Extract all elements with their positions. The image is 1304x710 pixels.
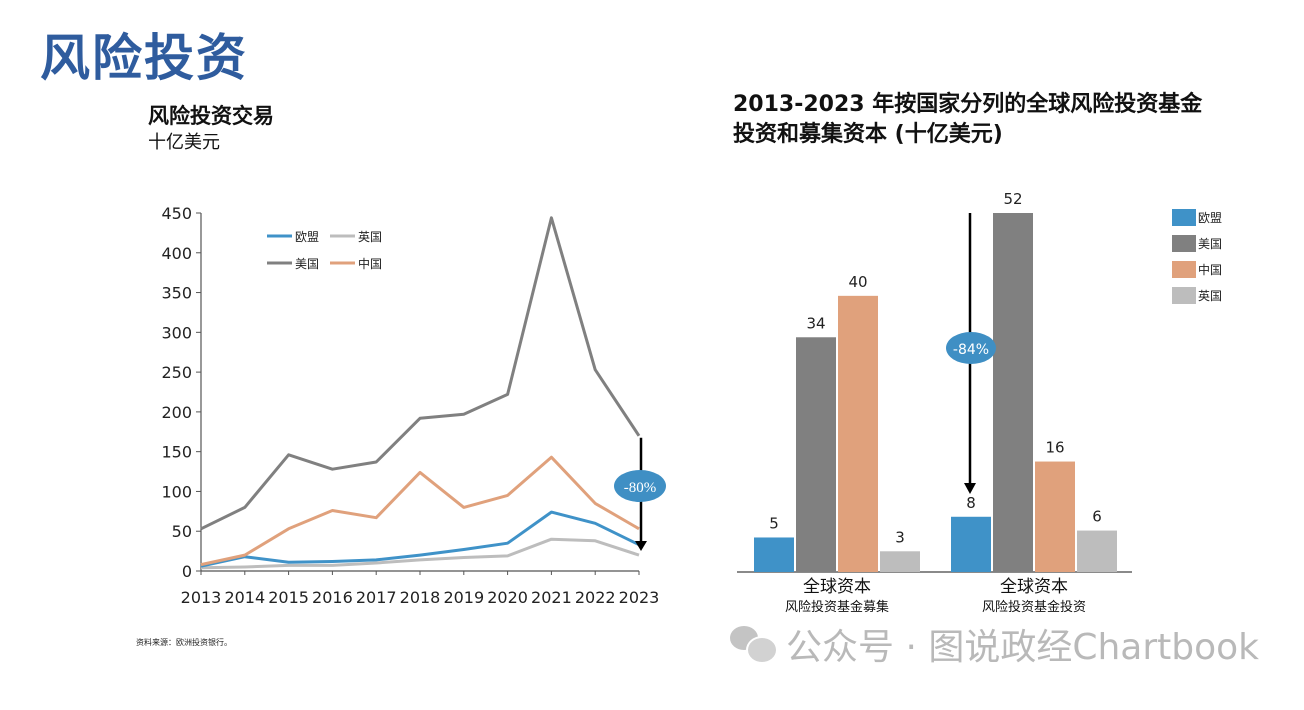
category-label: 全球资本 xyxy=(803,577,871,597)
x-tick-label: 2023 xyxy=(619,588,660,607)
legend-swatch xyxy=(1172,261,1196,278)
decline-badge-label: -84% xyxy=(953,342,989,358)
wechat-icon xyxy=(730,624,778,664)
line-chart-unit: 十亿美元 xyxy=(148,132,220,153)
category-sublabel: 风险投资基金募集 xyxy=(785,599,889,615)
y-tick-label: 300 xyxy=(161,323,192,342)
legend-swatch xyxy=(1172,287,1196,304)
bar-value-label: 40 xyxy=(848,273,867,291)
series-line-欧盟 xyxy=(200,510,640,568)
y-tick-label: 150 xyxy=(161,443,192,462)
x-tick-label: 2013 xyxy=(181,588,222,607)
legend-label: 美国 xyxy=(295,257,319,271)
y-tick-label: 200 xyxy=(161,403,192,422)
legend-label: 中国 xyxy=(1198,262,1222,277)
legend-label: 英国 xyxy=(1198,289,1222,303)
legend-label: 英国 xyxy=(358,230,382,244)
bar-欧盟 xyxy=(754,537,794,572)
legend-swatch xyxy=(1172,209,1196,226)
legend-label: 中国 xyxy=(358,256,382,271)
bar-value-label: 34 xyxy=(806,314,825,332)
y-tick-label: 350 xyxy=(161,284,192,303)
x-tick-label: 2016 xyxy=(312,588,353,607)
decline-badge xyxy=(946,332,996,364)
x-tick-label: 2015 xyxy=(268,588,309,607)
source-note: 资料来源：欧洲投资银行。 xyxy=(136,638,232,647)
x-tick-label: 2017 xyxy=(356,588,397,607)
decline-arrow-head xyxy=(964,483,976,494)
y-tick-label: 400 xyxy=(161,244,192,263)
bar-value-label: 6 xyxy=(1092,508,1102,526)
bar-chart-title: 2013-2023 年按国家分列的全球风险投资基金投资和募集资本 (十亿美元) xyxy=(733,92,1203,147)
legend-label: 欧盟 xyxy=(295,230,319,244)
series-line-美国 xyxy=(200,216,641,531)
decline-badge xyxy=(614,470,666,502)
series-line-中国 xyxy=(200,455,640,567)
decline-badge-label: -80% xyxy=(624,480,657,496)
category-label: 全球资本 xyxy=(1000,577,1068,597)
y-tick-label: 100 xyxy=(161,482,192,501)
bar-中国 xyxy=(838,295,878,572)
decline-arrow-head xyxy=(635,541,647,551)
series-line-英国 xyxy=(200,537,640,570)
legend-label: 美国 xyxy=(1198,237,1222,251)
legend-swatch xyxy=(1172,235,1196,252)
bar-英国 xyxy=(1077,530,1117,572)
watermark-text: 公众号 · 图说政经Chartbook xyxy=(786,627,1260,668)
x-tick-label: 2022 xyxy=(575,588,616,607)
legend-label: 欧盟 xyxy=(1198,211,1222,225)
y-tick-label: 50 xyxy=(172,522,192,541)
bar-value-label: 8 xyxy=(966,494,976,512)
y-tick-label: 250 xyxy=(161,363,192,382)
y-tick-label: 450 xyxy=(161,204,192,223)
bar-美国 xyxy=(796,337,836,572)
x-tick-label: 2021 xyxy=(531,588,572,607)
line-chart-title: 风险投资交易 xyxy=(148,104,274,128)
x-tick-label: 2018 xyxy=(400,588,441,607)
x-tick-label: 2020 xyxy=(487,588,528,607)
x-tick-label: 2019 xyxy=(443,588,484,607)
bar-美国 xyxy=(993,213,1033,572)
watermark: 公众号 · 图说政经Chartbook xyxy=(730,618,1259,670)
bar-中国 xyxy=(1035,461,1075,572)
bar-欧盟 xyxy=(951,516,991,572)
bar-value-label: 3 xyxy=(895,528,905,546)
bar-value-label: 16 xyxy=(1045,439,1064,457)
category-sublabel: 风险投资基金投资 xyxy=(982,599,1086,615)
bar-英国 xyxy=(880,551,920,572)
y-tick-label: 0 xyxy=(182,562,192,581)
bar-value-label: 52 xyxy=(1003,190,1022,208)
x-tick-label: 2014 xyxy=(224,588,265,607)
bar-value-label: 5 xyxy=(769,514,779,532)
page-title: 风险投资 xyxy=(40,29,248,87)
